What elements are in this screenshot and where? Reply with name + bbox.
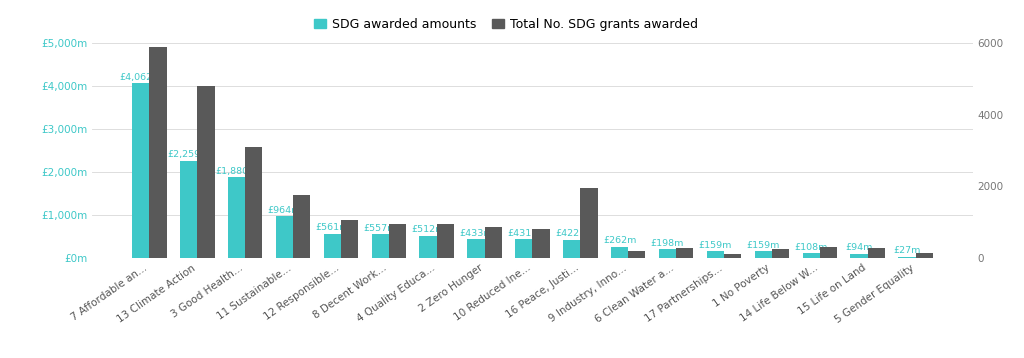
Legend: SDG awarded amounts, Total No. SDG grants awarded: SDG awarded amounts, Total No. SDG grant… <box>308 13 703 36</box>
Bar <box>772 249 790 258</box>
Bar <box>389 224 407 258</box>
Text: £198m: £198m <box>651 239 684 248</box>
Bar <box>341 220 358 258</box>
Bar <box>180 161 198 258</box>
Bar <box>150 47 167 258</box>
Bar <box>850 254 867 258</box>
Bar <box>707 251 724 258</box>
Bar <box>803 253 820 258</box>
Bar <box>372 234 389 258</box>
Bar <box>515 239 532 258</box>
Bar <box>581 188 598 258</box>
Bar <box>275 216 293 258</box>
Bar <box>755 251 772 258</box>
Text: £159m: £159m <box>698 241 732 250</box>
Bar <box>563 240 581 258</box>
Text: £108m: £108m <box>795 243 827 252</box>
Text: £557m: £557m <box>364 223 397 233</box>
Bar <box>915 253 933 258</box>
Bar <box>436 224 454 258</box>
Bar <box>658 249 676 258</box>
Text: £561m: £561m <box>315 223 349 232</box>
Bar <box>228 177 245 258</box>
Bar <box>629 251 645 258</box>
Text: £159m: £159m <box>746 241 780 250</box>
Text: £964m: £964m <box>267 206 301 215</box>
Text: £262m: £262m <box>603 236 636 245</box>
Text: £512m: £512m <box>412 226 444 234</box>
Bar <box>611 247 629 258</box>
Bar <box>293 195 310 258</box>
Text: £27m: £27m <box>893 246 921 255</box>
Bar <box>724 254 741 258</box>
Text: £422m: £422m <box>555 229 589 238</box>
Bar <box>132 83 150 258</box>
Bar <box>467 239 484 258</box>
Text: £94m: £94m <box>846 243 872 252</box>
Text: £4,062m: £4,062m <box>120 73 162 82</box>
Bar <box>198 86 215 258</box>
Bar <box>324 234 341 258</box>
Bar <box>420 236 436 258</box>
Bar <box>532 229 550 258</box>
Text: £2,259m: £2,259m <box>168 150 210 159</box>
Text: £1,880m: £1,880m <box>215 167 258 176</box>
Bar <box>676 248 693 258</box>
Text: £433m: £433m <box>459 229 493 238</box>
Text: £431m: £431m <box>507 229 541 238</box>
Bar <box>898 257 915 258</box>
Bar <box>867 248 885 258</box>
Bar <box>820 247 837 258</box>
Bar <box>484 227 502 258</box>
Bar <box>245 147 262 258</box>
